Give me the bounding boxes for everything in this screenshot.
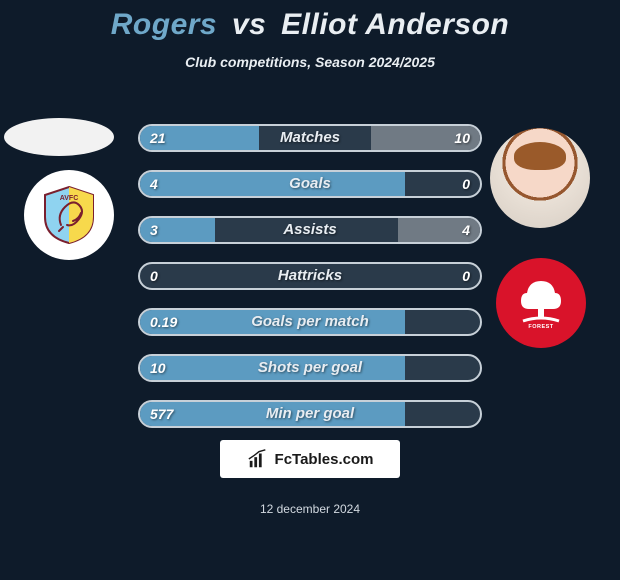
stat-value-left: 21 [140, 126, 176, 150]
player2-avatar [490, 128, 590, 228]
stat-row: Goals per match0.19 [138, 308, 482, 336]
stat-value-right [460, 356, 480, 380]
stat-label: Shots per goal [140, 356, 480, 380]
stat-value-right: 4 [452, 218, 480, 242]
team1-crest: AVFC [24, 170, 114, 260]
svg-text:FOREST: FOREST [528, 324, 553, 330]
stat-value-right: 10 [444, 126, 480, 150]
date-stamp: 12 december 2024 [0, 502, 620, 516]
stat-row: Shots per goal10 [138, 354, 482, 382]
svg-text:AVFC: AVFC [60, 195, 79, 202]
player1-avatar [4, 118, 114, 156]
stat-value-right [460, 402, 480, 426]
stat-row: Goals4 0 [138, 170, 482, 198]
stat-row: Hattricks0 0 [138, 262, 482, 290]
stat-value-left: 0.19 [140, 310, 187, 334]
stat-value-left: 4 [140, 172, 168, 196]
stat-row: Min per goal577 [138, 400, 482, 428]
brand-badge: FcTables.com [220, 440, 400, 478]
stat-label: Assists [140, 218, 480, 242]
stat-row: Matches21 10 [138, 124, 482, 152]
stat-label: Matches [140, 126, 480, 150]
subtitle: Club competitions, Season 2024/2025 [0, 54, 620, 70]
team2-crest: FOREST [496, 258, 586, 348]
stat-value-right: 0 [452, 264, 480, 288]
stat-row: Assists3 4 [138, 216, 482, 244]
stat-value-left: 10 [140, 356, 176, 380]
stat-value-left: 577 [140, 402, 183, 426]
stat-label: Goals per match [140, 310, 480, 334]
comparison-title: Rogers vs Elliot Anderson [0, 0, 620, 42]
stat-value-left: 0 [140, 264, 168, 288]
brand-chart-icon [247, 448, 269, 470]
stat-value-right [460, 310, 480, 334]
vs-text: vs [232, 8, 266, 41]
stat-value-left: 3 [140, 218, 168, 242]
player1-name: Rogers [111, 8, 217, 41]
stats-panel: Matches2110Goals40Assists34Hattricks00Go… [138, 124, 482, 446]
stat-value-right: 0 [452, 172, 480, 196]
aston-villa-crest-icon: AVFC [39, 185, 99, 245]
stat-label: Goals [140, 172, 480, 196]
player2-name: Elliot Anderson [281, 8, 509, 41]
brand-text: FcTables.com [275, 451, 374, 468]
nottingham-forest-crest-icon: FOREST [513, 275, 569, 331]
stat-label: Min per goal [140, 402, 480, 426]
stat-label: Hattricks [140, 264, 480, 288]
